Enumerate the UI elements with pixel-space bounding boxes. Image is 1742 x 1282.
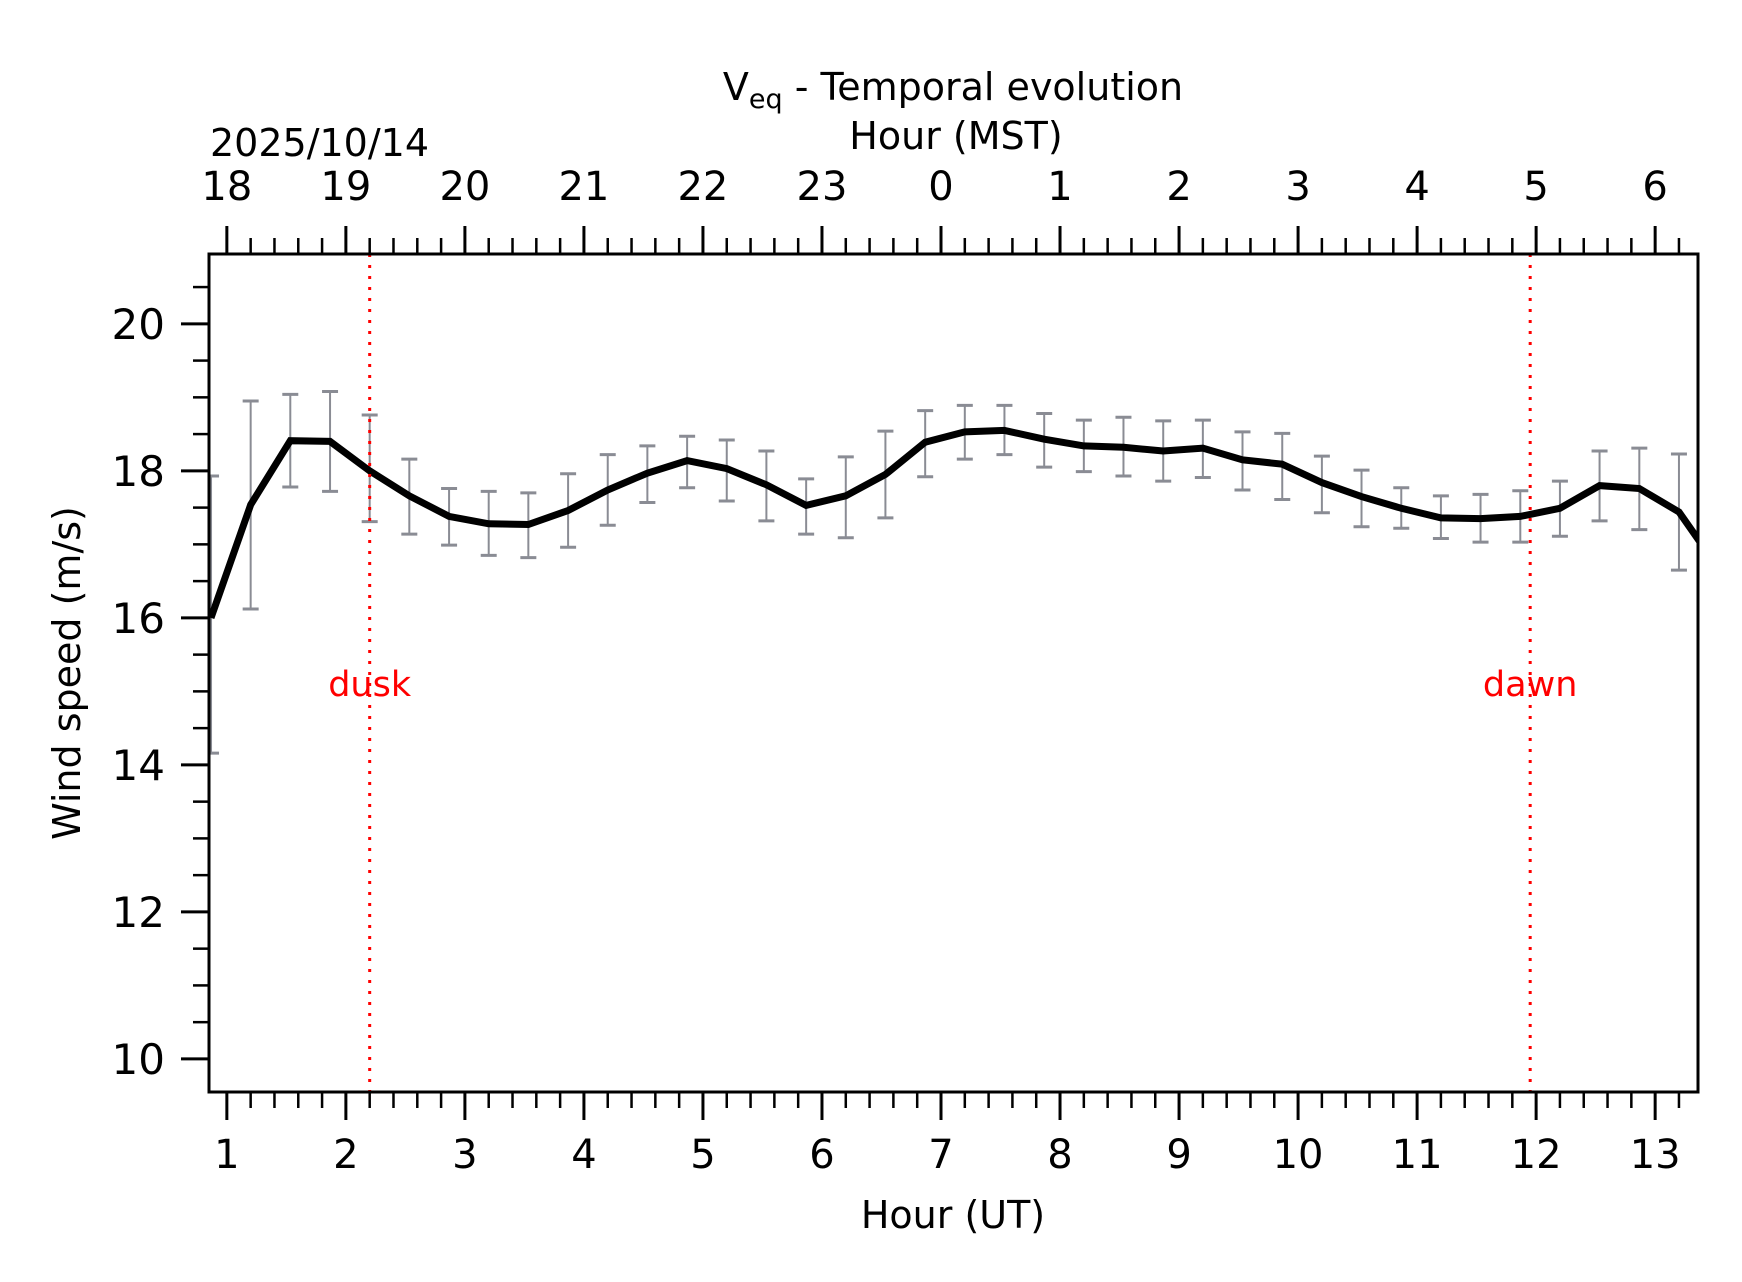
x-tick-label: 1 (214, 1132, 239, 1178)
dusk-label: dusk (328, 665, 412, 705)
x-tick-label: 3 (452, 1132, 477, 1178)
x-axis-title: Hour (UT) (861, 1193, 1045, 1237)
top-tick-label: 4 (1404, 164, 1429, 210)
y-tick-label: 14 (112, 741, 165, 790)
top-tick-label: 21 (558, 164, 609, 210)
top-tick-label: 19 (320, 164, 371, 210)
y-tick-label: 16 (112, 594, 165, 643)
y-tick-label: 10 (112, 1035, 165, 1084)
top-tick-label: 23 (797, 164, 848, 210)
x-tick-label: 4 (571, 1132, 596, 1178)
top-tick-label: 3 (1285, 164, 1310, 210)
top-tick-label: 18 (201, 164, 252, 210)
top-tick-label: 6 (1642, 164, 1667, 210)
x-tick-label: 9 (1166, 1132, 1191, 1178)
series-line-veq (209, 426, 1698, 620)
top-tick-label: 20 (439, 164, 490, 210)
y-tick-label: 20 (112, 300, 165, 349)
x-tick-label: 11 (1392, 1132, 1443, 1178)
top-tick-label: 0 (928, 164, 953, 210)
x-tick-label: 6 (809, 1132, 834, 1178)
x-tick-label: 13 (1630, 1132, 1681, 1178)
y-tick-label: 18 (112, 447, 165, 496)
chart-title-subscript: eq (749, 84, 783, 115)
plot-frame (207, 252, 1700, 1094)
top-x-axis-title: Hour (MST) (849, 114, 1062, 158)
top-tick-label: 5 (1523, 164, 1548, 210)
x-tick-label: 2 (333, 1132, 358, 1178)
top-tick-label: 2 (1166, 164, 1191, 210)
chart-title: Veq - Temporal evolution (723, 65, 1183, 115)
x-tick-label: 12 (1511, 1132, 1562, 1178)
chart-title-main: V (723, 65, 749, 109)
chart-title-suffix: - Temporal evolution (783, 65, 1183, 109)
x-tick-label: 10 (1273, 1132, 1324, 1178)
y-tick-label: 12 (112, 888, 165, 937)
date-label: 2025/10/14 (210, 121, 429, 165)
axis-ticks (181, 226, 1681, 1120)
top-tick-label: 1 (1047, 164, 1072, 210)
top-tick-label: 22 (677, 164, 728, 210)
plot-area (209, 389, 1698, 755)
y-axis-title: Wind speed (m/s) (45, 506, 89, 840)
x-tick-label: 8 (1047, 1132, 1072, 1178)
x-tick-label: 7 (928, 1132, 953, 1178)
x-tick-label: 5 (690, 1132, 715, 1178)
dawn-label: dawn (1483, 665, 1577, 705)
